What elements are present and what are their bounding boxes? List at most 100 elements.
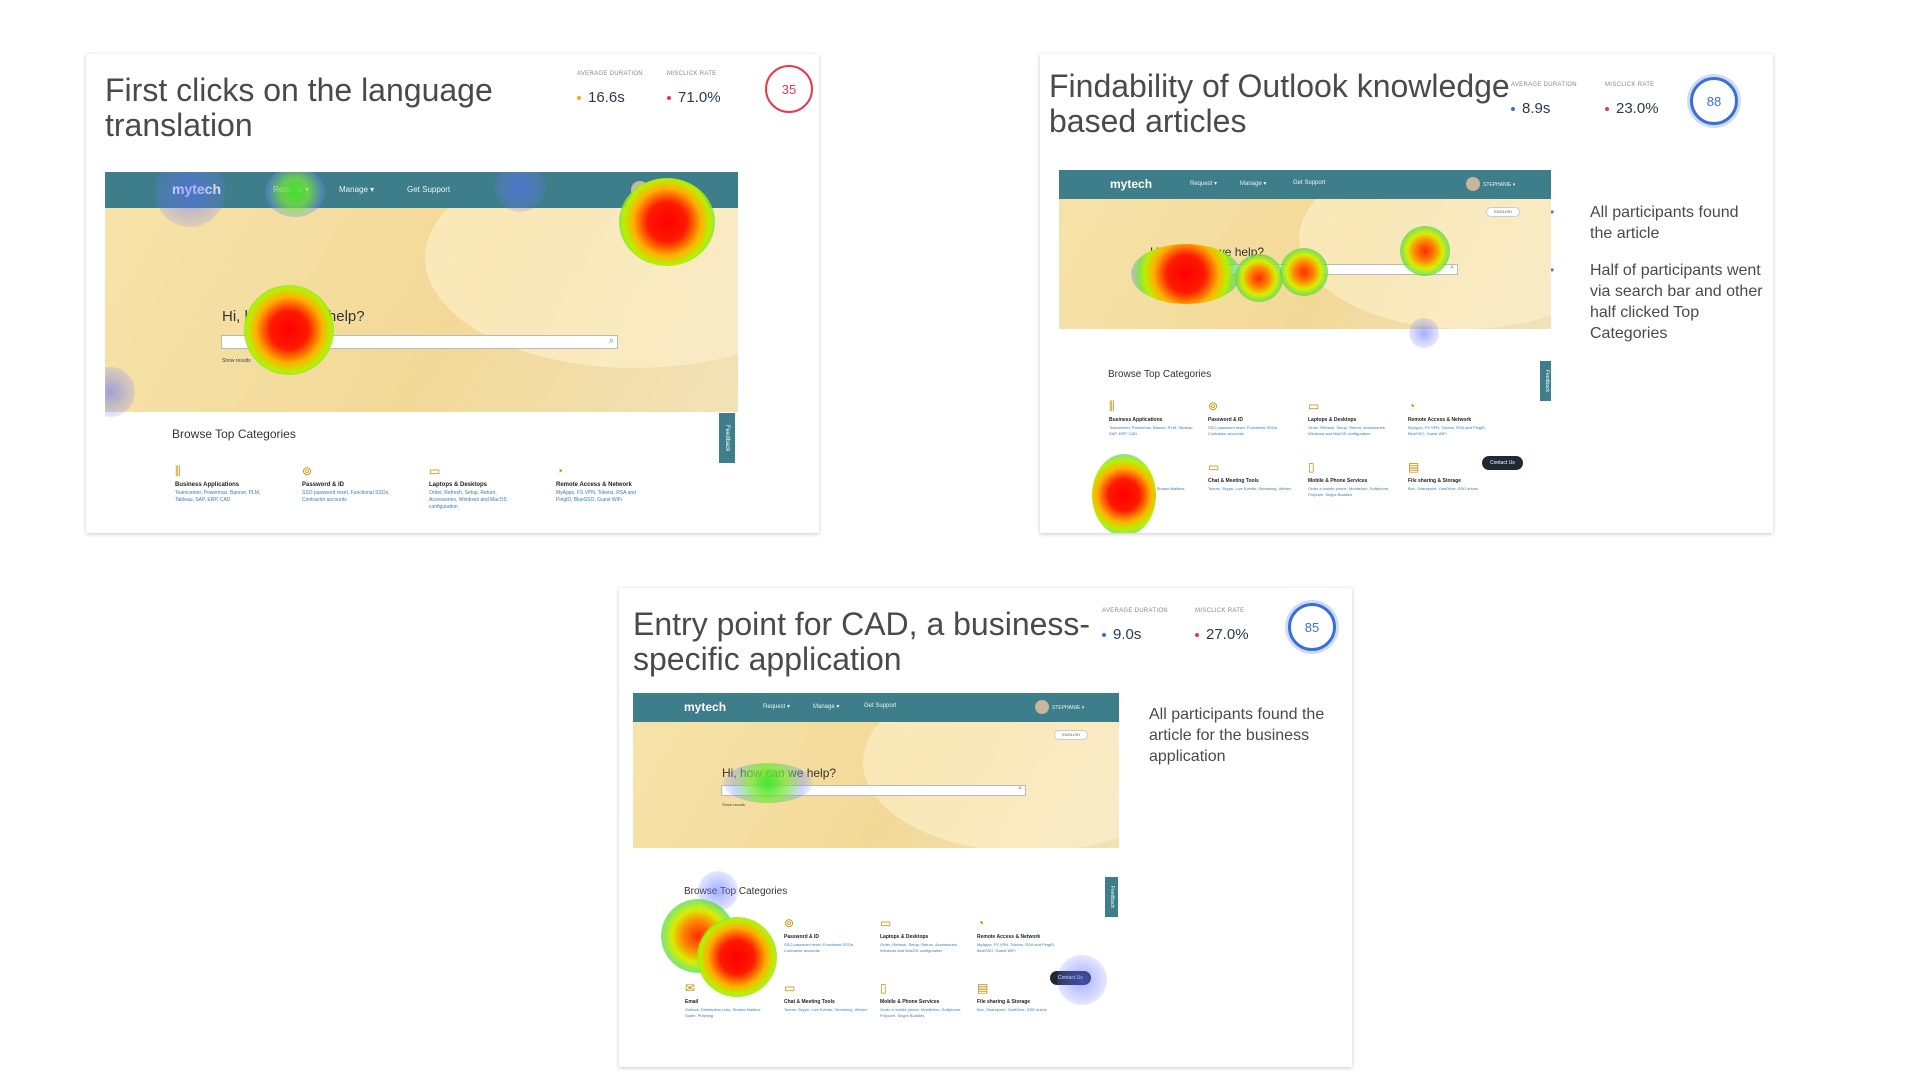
language-selector[interactable]: ENGLISH [1486, 207, 1520, 217]
user-name[interactable]: STEPHANIE ▾ [1483, 182, 1516, 188]
category-password-id[interactable]: ⊚ Password & ID SSO password reset, Func… [302, 464, 394, 504]
search-icon[interactable]: ⌕ [1450, 264, 1454, 271]
category-description: MyApps, FS VPN, Tokens, RSA and PingID, … [1408, 425, 1487, 436]
nav-manage[interactable]: Manage ▾ [1240, 181, 1267, 187]
category-laptops-desktops[interactable]: ▭ Laptops & Desktops Order, Refresh, Set… [1308, 399, 1396, 437]
test-card-outlook-findability: Findability of Outlook knowledge based a… [1040, 54, 1773, 533]
user-name[interactable]: STEPHANIE ▾ [653, 187, 686, 193]
nav-request[interactable]: Request ▾ [1190, 181, 1218, 187]
category-business-applications[interactable]: ⫼ Business Applications Teamcenter, Powe… [175, 464, 267, 504]
misclick-rate-metric: MISCLICK RATE 27.0% [1195, 608, 1249, 643]
avatar[interactable] [1466, 177, 1480, 191]
category-email[interactable]: ✉ Email Outlook, Distribution Lists, Sha… [685, 981, 773, 1019]
category-description: MyApps, FS VPN, Tokens, RSA and PingID, … [977, 942, 1056, 953]
category-description: Order a mobile phone, MobileIron, Softph… [880, 1007, 962, 1018]
avatar[interactable] [1035, 700, 1049, 714]
misclick-rate-label: MISCLICK RATE [667, 71, 717, 77]
remote-access-icon: ◔ [556, 464, 564, 478]
note-text: Half of participants went via search bar… [1590, 262, 1763, 342]
usability-score-badge: 85 [1288, 603, 1336, 651]
laptop-icon: ▭ [429, 464, 441, 478]
show-results-link[interactable]: Show results [722, 802, 745, 807]
nav-manage[interactable]: Manage ▾ [813, 704, 840, 710]
category-description: Outlook, Distribution Lists, Shared Mail… [685, 1007, 762, 1018]
category-description: Box, Sharepoint, OneDrive, SSD drives [1408, 486, 1478, 491]
mobile-phone-icon: ▯ [880, 981, 887, 995]
average-duration-metric: AVERAGE DURATION 8.9s [1511, 82, 1577, 117]
category-chat-meeting[interactable]: ▭ Chat & Meeting Tools Teams, Skype, Liv… [784, 981, 872, 1013]
category-business-applications[interactable]: ⫼ Business Applications Teamcenter, Powe… [1109, 399, 1197, 437]
category-remote-access[interactable]: ◔ Remote Access & Network MyApps, FS VPN… [556, 464, 648, 504]
laptop-icon: ▭ [1308, 399, 1320, 413]
password-id-icon: ⊚ [302, 464, 313, 478]
category-remote-access[interactable]: ◔ Remote Access & Network MyApps, FS VPN… [977, 916, 1065, 954]
user-name[interactable]: STEPHANIE ▾ [1052, 705, 1085, 711]
search-icon[interactable]: ⌕ [1018, 785, 1022, 792]
misclick-dot-icon [1195, 633, 1199, 638]
nav-get-support[interactable]: Get Support [407, 185, 451, 194]
nav-manage[interactable]: Manage ▾ [339, 185, 375, 194]
card-title-line2: translation [105, 107, 253, 143]
category-description: Order, Refresh, Setup, Return, Accessori… [880, 942, 958, 953]
feedback-tab[interactable]: Feedback [719, 413, 735, 463]
bullet-icon: • [1550, 263, 1555, 277]
hero-heading: Hi, how can we help? [222, 308, 365, 325]
misclick-rate-label: MISCLICK RATE [1195, 608, 1245, 614]
nav-get-support[interactable]: Get Support [1293, 180, 1326, 186]
site-nav-bar: mytech Request ▾ Manage ▾ Get Support ST… [1059, 170, 1551, 199]
search-input[interactable]: ⌕ [721, 785, 1026, 796]
search-input[interactable]: ⌕ [1149, 264, 1458, 275]
category-file-sharing[interactable]: ▤ File sharing & Storage Box, Sharepoint… [977, 981, 1065, 1013]
nav-request[interactable]: Request ▾ [763, 704, 791, 710]
feedback-tab[interactable]: Feedback [1105, 877, 1118, 917]
category-laptops-desktops[interactable]: ▭ Laptops & Desktops Order, Refresh, Set… [880, 916, 968, 954]
file-sharing-icon: ▤ [977, 981, 989, 995]
nav-get-support[interactable]: Get Support [864, 703, 897, 709]
category-mobile-phone[interactable]: ▯ Mobile & Phone Services Order a mobile… [1308, 460, 1396, 498]
category-file-sharing[interactable]: ▤ File sharing & Storage Box, Sharepoint… [1408, 460, 1496, 492]
category-business-applications[interactable]: ⫼ Business Applications Teamcenter, Powe… [685, 916, 773, 954]
nav-request[interactable]: Request ▾ [273, 185, 310, 194]
hero-heading: Hi, how can we help? [722, 766, 837, 780]
chat-icon: ▭ [1208, 460, 1220, 474]
heatmap-screenshot: mytech Request ▾ Manage ▾ Get Support ST… [1059, 170, 1551, 533]
hero-banner: ENGLISH Hi, how can we help? ⌕ [1059, 199, 1551, 329]
category-email[interactable]: ✉ Email Outlook, Distribution Lists, Sha… [1109, 460, 1197, 498]
mytech-logo: mytech [172, 181, 222, 197]
card-title-line2: based articles [1049, 103, 1247, 139]
category-description: Outlook, Distribution Lists, Shared Mail… [1109, 486, 1186, 497]
notes-list: • All participants found the article • Hal… [1550, 202, 1765, 344]
business-apps-icon: ⫼ [175, 464, 181, 478]
business-apps-icon: ⫼ [685, 916, 691, 930]
search-icon[interactable]: ⌕ [608, 335, 614, 345]
category-password-id[interactable]: ⊚ Password & ID SSO password reset, Func… [1208, 399, 1296, 437]
misclick-rate-value: 71.0% [667, 89, 721, 106]
language-selector[interactable]: ENGLISH [1054, 730, 1088, 740]
category-laptops-desktops[interactable]: ▭ Laptops & Desktops Order, Refresh, Set… [429, 464, 521, 511]
test-card-language-translation: First clicks on the language translation… [86, 54, 819, 533]
show-results-link[interactable]: Show results [222, 358, 251, 364]
category-description: Teams, Skype, Live Events, Streaming, We… [1208, 486, 1292, 491]
contact-us-button[interactable]: Contact Us [1482, 456, 1523, 470]
feedback-tab[interactable]: Feedback [1540, 361, 1551, 401]
category-chat-meeting[interactable]: ▭ Chat & Meeting Tools Teams, Skype, Liv… [1208, 460, 1296, 492]
site-nav-bar: mytech Request ▾ Manage ▾ Get Support ST… [105, 172, 738, 208]
avatar[interactable] [631, 181, 649, 199]
category-remote-access[interactable]: ◔ Remote Access & Network MyApps, FS VPN… [1408, 399, 1496, 437]
category-description: SSO password reset, Functional SSOs, Con… [1208, 425, 1279, 436]
card-title-line1: First clicks on the language [105, 72, 493, 108]
duration-dot-icon [577, 96, 581, 101]
category-password-id[interactable]: ⊚ Password & ID SSO password reset, Func… [784, 916, 872, 954]
password-id-icon: ⊚ [1208, 399, 1219, 413]
category-description: Order a mobile phone, MobileIron, Softph… [1308, 486, 1390, 497]
mytech-logo: mytech [684, 700, 727, 714]
heatmap-screenshot: mytech Request ▾ Manage ▾ Get Support ST… [105, 172, 738, 533]
category-name: Chat & Meeting Tools [784, 999, 835, 1005]
misclick-rate-text: 71.0% [678, 89, 721, 106]
mobile-phone-icon: ▯ [1308, 460, 1315, 474]
search-input[interactable]: ⌕ [221, 335, 618, 349]
average-duration-label: AVERAGE DURATION [1511, 82, 1577, 88]
average-duration-label: AVERAGE DURATION [1102, 608, 1168, 614]
findings-note: All participants found the article for t… [1149, 706, 1325, 765]
category-mobile-phone[interactable]: ▯ Mobile & Phone Services Order a mobile… [880, 981, 968, 1019]
